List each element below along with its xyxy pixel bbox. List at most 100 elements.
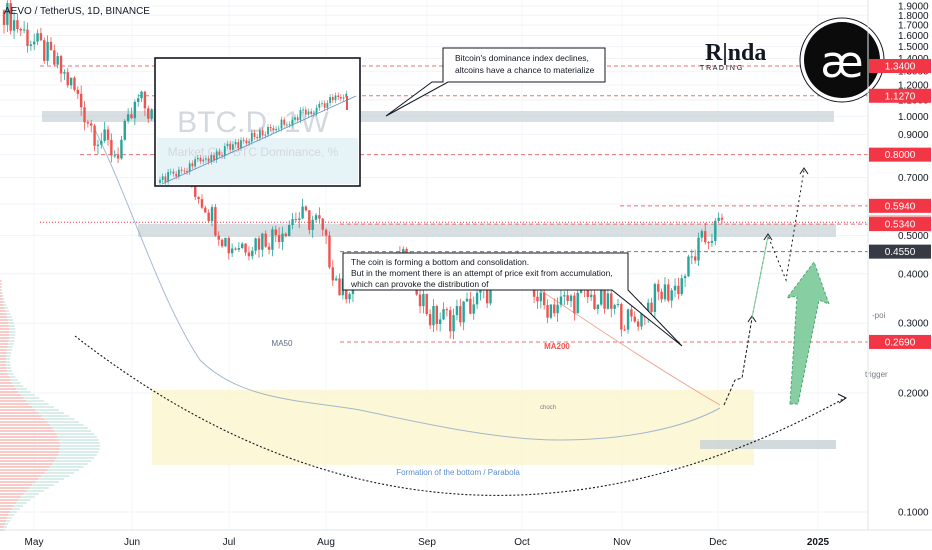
inset-candle-body	[277, 128, 280, 130]
candle-body	[442, 309, 445, 320]
projection-solid	[751, 235, 769, 319]
candle-body	[428, 314, 432, 326]
volume-bar	[58, 454, 97, 456]
volume-bar	[0, 490, 27, 492]
volume-bar	[0, 367, 7, 369]
volume-bar	[0, 418, 45, 420]
volume-bar	[0, 331, 10, 333]
inset-candle-body	[196, 157, 199, 160]
y-axis[interactable]: 1.90001.80001.70001.60001.50001.40001.30…	[898, 2, 929, 519]
candle-body	[549, 304, 553, 318]
volume-bar	[9, 334, 16, 336]
candle-body	[452, 315, 455, 332]
candle-body	[96, 144, 100, 146]
candle-body	[49, 41, 53, 51]
inset-candle-body	[253, 132, 256, 137]
x-axis[interactable]: May Jun Jul Aug Sep Oct Nov Dec 2025	[25, 537, 830, 548]
inset-candle-body	[272, 128, 275, 131]
volume-bar	[58, 436, 97, 438]
volume-bar	[0, 397, 24, 399]
candle-body	[2, 10, 6, 25]
inset-candle-body	[334, 95, 337, 101]
volume-bar	[0, 334, 10, 336]
candle-body	[36, 33, 39, 42]
volume-bar	[0, 412, 39, 414]
volume-bar	[0, 304, 4, 306]
volume-bar	[0, 445, 60, 447]
candle-body	[657, 284, 660, 292]
volume-bar	[0, 379, 11, 381]
candle-body	[19, 29, 22, 31]
volume-bar	[6, 364, 11, 366]
aevo-logo-glyph: æ	[820, 37, 863, 88]
candle-body	[110, 139, 113, 156]
inset-candle-body	[229, 143, 232, 150]
candle-body	[29, 44, 33, 46]
volume-bar	[44, 418, 75, 420]
volume-bar	[0, 364, 7, 366]
inset-candle-body	[232, 144, 234, 150]
volume-bar	[0, 289, 2, 291]
volume-bar	[7, 319, 14, 321]
volume-bar	[29, 487, 49, 489]
candle-body	[435, 306, 439, 325]
symbol-title: AEVO / TetherUS, 1D, BINANCE	[4, 6, 150, 17]
candle-body	[623, 329, 626, 331]
coin-note-line-2: But in the moment there is an attempt of…	[351, 268, 613, 278]
price-badge-label: 0.5940	[885, 201, 916, 212]
ma50-line	[94, 129, 721, 441]
brand-wordmark: R|nda T R A D I N G	[700, 40, 766, 72]
volume-bar	[1, 283, 2, 285]
inset-candle-body	[313, 113, 315, 115]
candle-body	[116, 155, 120, 159]
volume-bar	[6, 313, 11, 315]
price-badge	[869, 88, 931, 103]
inset-candle-body	[307, 111, 310, 115]
inset-candle-body	[183, 170, 186, 172]
inset-candle-body	[346, 96, 348, 110]
candle-body	[556, 304, 559, 314]
candle-body	[438, 319, 442, 325]
volume-bar	[0, 322, 9, 324]
inset-candle-body	[175, 173, 178, 177]
candle-body	[646, 302, 650, 318]
candle-body	[59, 56, 63, 74]
candle-body	[267, 246, 271, 250]
volume-bar	[0, 463, 53, 465]
volume-bar	[0, 325, 9, 327]
volume-bar	[0, 508, 12, 510]
candle-body	[616, 304, 620, 306]
volume-bar	[0, 487, 30, 489]
volume-bar	[0, 499, 19, 501]
candle-body	[277, 235, 281, 242]
volume-bar	[2, 298, 5, 300]
candle-body	[677, 285, 680, 295]
volume-bar	[7, 316, 12, 318]
choch-label: choch	[540, 405, 556, 411]
candle-body	[150, 109, 153, 119]
candle-body	[261, 233, 264, 250]
candle-body	[254, 238, 257, 251]
inset-candle-body	[288, 124, 291, 126]
candle-body	[83, 107, 86, 123]
price-badge-label: 1.1270	[885, 91, 916, 102]
brand-wordmark-bottom: T R A D I N G	[700, 65, 742, 72]
candle-body	[714, 220, 717, 241]
inset-candle-body	[342, 97, 345, 99]
volume-bar	[0, 451, 60, 453]
volume-bar	[0, 466, 51, 468]
candle-body	[700, 231, 704, 238]
inset-candle-body	[280, 119, 283, 129]
price-badge	[869, 59, 931, 74]
candle-body	[640, 309, 643, 327]
volume-bar	[0, 385, 15, 387]
inset-candle-body	[315, 107, 318, 114]
volume-bar	[0, 307, 5, 309]
volume-bar	[6, 367, 12, 369]
accumulation-zone	[152, 390, 754, 465]
coin-note-line-1: The coin is forming a bottom and consoli…	[351, 257, 529, 267]
inset-candle-body	[269, 126, 272, 129]
volume-bar	[0, 301, 4, 303]
y-tick-label: 1.8000	[898, 11, 929, 22]
